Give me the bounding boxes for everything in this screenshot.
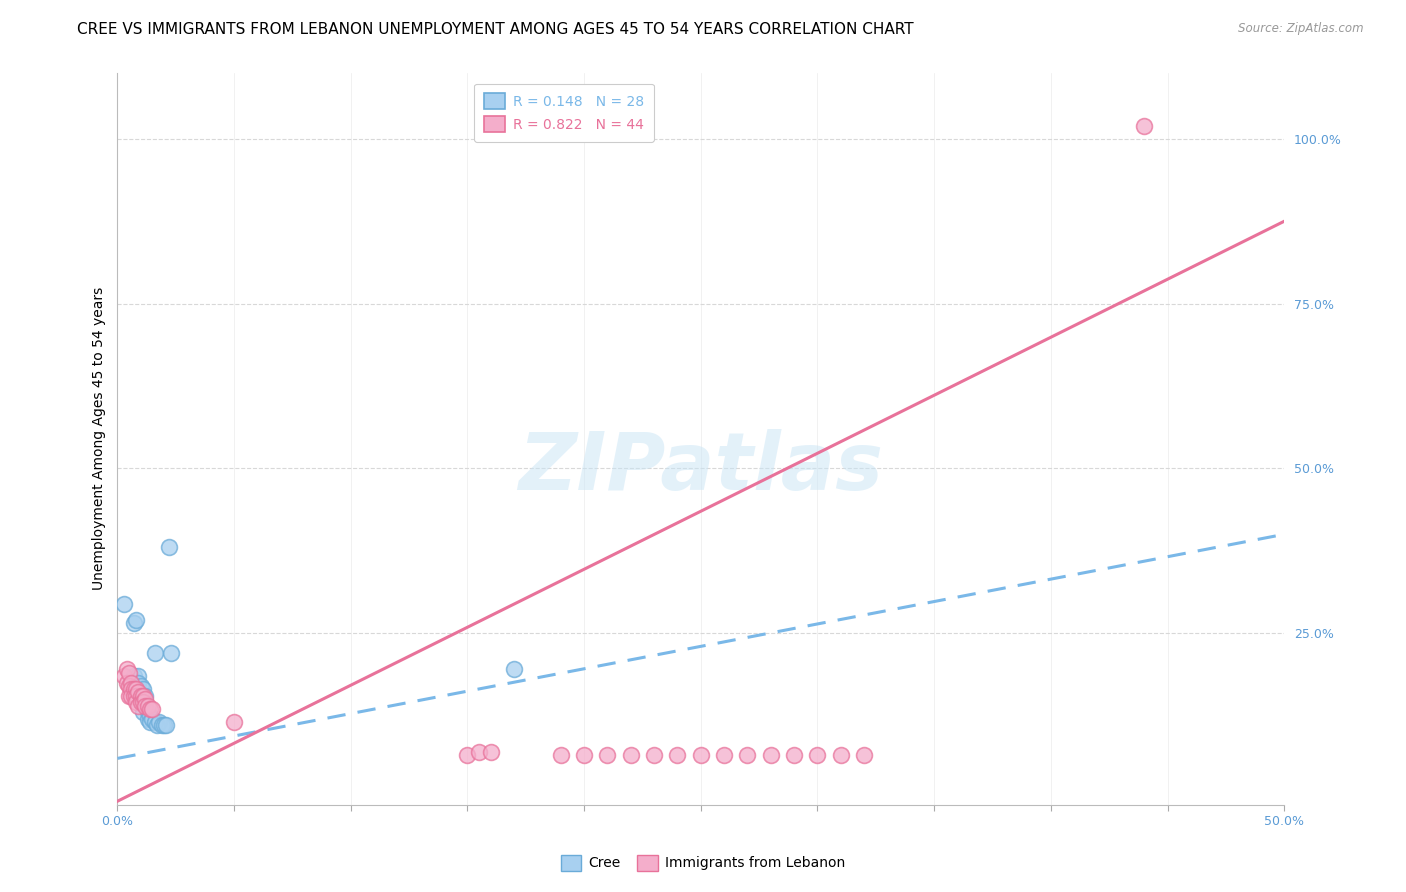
Point	[666, 748, 689, 763]
Point	[139, 702, 162, 716]
Y-axis label: Unemployment Among Ages 45 to 54 years: Unemployment Among Ages 45 to 54 years	[93, 287, 107, 591]
Point	[127, 675, 149, 690]
Point	[830, 748, 852, 763]
Point	[127, 698, 149, 713]
Point	[853, 748, 876, 763]
Point	[759, 748, 782, 763]
Point	[141, 712, 163, 726]
Text: ZIPatlas: ZIPatlas	[519, 429, 883, 507]
Point	[134, 692, 156, 706]
Point	[146, 718, 169, 732]
Point	[153, 718, 176, 732]
Point	[129, 679, 152, 693]
Point	[479, 745, 502, 759]
Point	[139, 715, 162, 730]
Point	[125, 682, 148, 697]
Point	[132, 689, 155, 703]
Point	[157, 541, 180, 555]
Point	[136, 712, 159, 726]
Point	[129, 689, 152, 703]
Point	[155, 718, 177, 732]
Point	[125, 613, 148, 627]
Text: Source: ZipAtlas.com: Source: ZipAtlas.com	[1239, 22, 1364, 36]
Point	[132, 682, 155, 697]
Point	[224, 715, 246, 730]
Point	[125, 689, 148, 703]
Point	[125, 695, 148, 709]
Point	[115, 675, 138, 690]
Point	[134, 695, 156, 709]
Point	[118, 665, 141, 680]
Point	[129, 695, 152, 709]
Point	[550, 748, 572, 763]
Point	[129, 695, 152, 709]
Point	[141, 702, 163, 716]
Point	[120, 675, 142, 690]
Point	[136, 698, 159, 713]
Point	[148, 715, 170, 730]
Point	[134, 698, 156, 713]
Point	[456, 748, 478, 763]
Point	[143, 715, 166, 730]
Point	[503, 662, 526, 676]
Point	[120, 689, 142, 703]
Point	[806, 748, 828, 763]
Point	[596, 748, 619, 763]
Point	[122, 616, 145, 631]
Point	[132, 705, 155, 719]
Point	[643, 748, 665, 763]
Point	[783, 748, 806, 763]
Point	[114, 669, 136, 683]
Point	[129, 689, 152, 703]
Point	[122, 669, 145, 683]
Point	[120, 682, 142, 697]
Point	[689, 748, 711, 763]
Point	[572, 748, 595, 763]
Point	[143, 646, 166, 660]
Point	[118, 689, 141, 703]
Point	[115, 662, 138, 676]
Point	[127, 669, 149, 683]
Point	[713, 748, 735, 763]
Point	[114, 597, 136, 611]
Point	[1133, 119, 1156, 133]
Point	[160, 646, 183, 660]
Point	[468, 745, 491, 759]
Point	[737, 748, 759, 763]
Point	[127, 685, 149, 699]
Point	[118, 679, 141, 693]
Point	[134, 689, 156, 703]
Point	[139, 708, 162, 723]
Legend: Cree, Immigrants from Lebanon: Cree, Immigrants from Lebanon	[555, 849, 851, 876]
Text: CREE VS IMMIGRANTS FROM LEBANON UNEMPLOYMENT AMONG AGES 45 TO 54 YEARS CORRELATI: CREE VS IMMIGRANTS FROM LEBANON UNEMPLOY…	[77, 22, 914, 37]
Point	[136, 705, 159, 719]
Point	[122, 689, 145, 703]
Legend: R = 0.148   N = 28, R = 0.822   N = 44: R = 0.148 N = 28, R = 0.822 N = 44	[474, 84, 654, 142]
Point	[620, 748, 643, 763]
Point	[150, 718, 173, 732]
Point	[132, 695, 155, 709]
Point	[122, 682, 145, 697]
